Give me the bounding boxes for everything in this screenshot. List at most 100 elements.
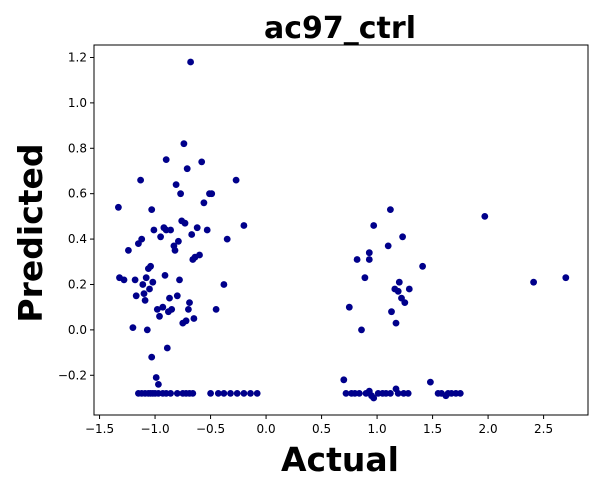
data-point [207, 390, 215, 397]
data-point [186, 299, 193, 306]
data-point [115, 203, 122, 211]
data-point [345, 303, 353, 311]
data-point [193, 224, 201, 232]
y-tick-label: 0.2 [68, 277, 87, 291]
data-point [233, 390, 241, 397]
plot-area-frame [93, 44, 589, 416]
data-point [387, 390, 394, 397]
data-point [185, 306, 192, 313]
data-point [361, 274, 369, 282]
y-tick-label: 0.8 [68, 141, 87, 155]
data-point [223, 235, 231, 243]
data-point [208, 190, 216, 198]
data-point [143, 326, 151, 334]
chart-title: ac97_ctrl [264, 11, 416, 46]
data-point [149, 278, 157, 286]
data-point [340, 376, 348, 384]
data-point [419, 262, 426, 270]
data-point [150, 226, 158, 234]
data-point [394, 390, 402, 397]
x-axis-label: Actual [281, 440, 399, 479]
y-tick-label: 0.6 [68, 187, 87, 201]
data-point [139, 281, 147, 288]
data-point [132, 292, 140, 300]
data-point [173, 292, 181, 300]
data-point [365, 249, 373, 257]
data-point [189, 390, 197, 397]
data-point [365, 256, 373, 263]
data-point [240, 390, 248, 397]
data-point [162, 156, 170, 164]
data-point [388, 308, 395, 316]
data-point [141, 297, 149, 304]
data-point [167, 226, 175, 234]
x-tick-label: 0.0 [257, 422, 276, 436]
data-point [370, 222, 378, 229]
data-point [167, 390, 175, 397]
data-point [177, 190, 185, 198]
data-point [157, 233, 165, 241]
data-point [227, 390, 234, 397]
data-point [131, 276, 139, 284]
data-point [129, 324, 137, 331]
data-point [140, 290, 148, 297]
data-point [247, 390, 254, 397]
data-point [399, 233, 406, 241]
x-tick-label: 0.5 [312, 422, 331, 436]
y-tick-label: 0.4 [68, 232, 87, 246]
x-tick-label: 2.0 [479, 422, 498, 436]
data-point [405, 285, 413, 293]
x-tick-label: −1.5 [85, 422, 114, 436]
data-point [168, 306, 176, 313]
data-point [156, 312, 163, 320]
data-point [155, 381, 162, 388]
data-point [153, 306, 161, 313]
data-point [232, 176, 240, 184]
data-point [187, 58, 195, 66]
data-point [161, 272, 169, 279]
y-tick-label: 0.0 [68, 323, 87, 337]
data-point [159, 303, 167, 311]
data-point [124, 247, 132, 254]
data-point [175, 237, 182, 245]
data-point [173, 390, 181, 397]
data-point [200, 199, 208, 207]
data-point [358, 326, 365, 334]
data-point [427, 378, 434, 386]
data-point [212, 306, 220, 313]
data-points [115, 58, 570, 402]
data-point [176, 276, 183, 284]
data-point [401, 299, 409, 306]
y-tick-label: −0.2 [58, 368, 87, 382]
x-tick-label: 1.5 [423, 422, 442, 436]
data-point [214, 390, 222, 397]
data-point [163, 344, 171, 352]
data-point [220, 281, 228, 288]
data-point [120, 276, 128, 284]
data-point [146, 285, 153, 293]
data-point [395, 278, 403, 286]
data-point [342, 390, 350, 397]
data-point [384, 242, 392, 250]
data-point [182, 317, 190, 325]
data-point [370, 394, 378, 402]
data-point [181, 219, 189, 227]
data-point [530, 278, 537, 286]
data-point [392, 319, 400, 327]
data-point [253, 390, 261, 397]
x-tick-label: −0.5 [196, 422, 225, 436]
data-point [387, 206, 394, 214]
y-tick-label: 1.0 [68, 96, 87, 110]
data-point [188, 231, 196, 238]
data-point [180, 140, 188, 148]
data-point [138, 235, 146, 243]
data-point [355, 390, 363, 397]
data-point [190, 315, 198, 322]
data-point [220, 390, 228, 397]
y-axis-label: Predicted [11, 143, 50, 322]
data-point [240, 222, 248, 229]
data-point [147, 262, 155, 270]
x-tick-label: 1.0 [368, 422, 387, 436]
data-point [196, 251, 203, 259]
x-tick-label: −1.0 [140, 422, 169, 436]
